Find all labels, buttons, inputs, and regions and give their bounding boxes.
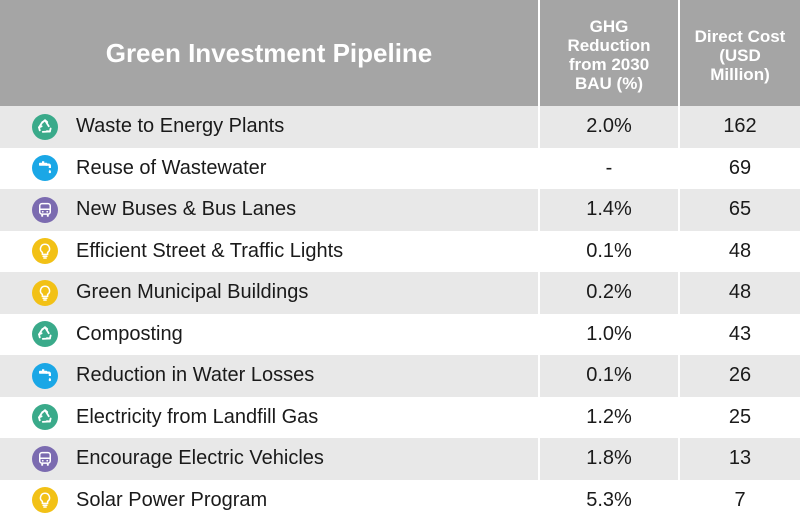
table-row: Efficient Street & Traffic Lights 0.1% 4…	[0, 230, 800, 272]
table-row: Solar Power Program 5.3% 7	[0, 479, 800, 521]
water-tap-icon	[32, 155, 58, 182]
water-tap-icon	[32, 362, 58, 389]
table-row: Green Municipal Buildings 0.2% 48	[0, 272, 800, 314]
table-row: New Buses & Bus Lanes 1.4% 65	[0, 189, 800, 231]
project-name: Encourage Electric Vehicles	[76, 447, 324, 470]
project-name: Waste to Energy Plants	[76, 115, 285, 138]
cost-value: 25	[678, 396, 800, 438]
ghg-value: 2.0%	[538, 106, 678, 148]
project-name: Reduction in Water Losses	[76, 364, 315, 387]
project-name: Green Municipal Buildings	[76, 281, 309, 304]
recycle-icon	[32, 404, 58, 431]
cost-value: 43	[678, 313, 800, 355]
table-row: Encourage Electric Vehicles 1.8% 13	[0, 438, 800, 480]
cost-value: 48	[678, 272, 800, 314]
cost-value: 65	[678, 189, 800, 231]
cost-value: 13	[678, 438, 800, 480]
lightbulb-icon	[32, 238, 58, 265]
table-row: Electricity from Landfill Gas 1.2% 25	[0, 396, 800, 438]
project-name: New Buses & Bus Lanes	[76, 198, 297, 221]
ghg-value: 1.8%	[538, 438, 678, 480]
ghg-value: 1.4%	[538, 189, 678, 231]
table-row: Waste to Energy Plants 2.0% 162	[0, 106, 800, 148]
project-name: Electricity from Landfill Gas	[76, 405, 319, 428]
lightbulb-icon	[32, 487, 58, 514]
cost-value: 69	[678, 147, 800, 189]
table-header: Green Investment Pipeline GHG Reduction …	[0, 0, 800, 106]
cost-value: 162	[678, 106, 800, 148]
ghg-value: -	[538, 147, 678, 189]
ghg-value: 1.0%	[538, 313, 678, 355]
table-body: Waste to Energy Plants 2.0% 162 Reuse of…	[0, 106, 800, 521]
table-row: Reuse of Wastewater - 69	[0, 147, 800, 189]
bus-icon	[32, 445, 58, 472]
recycle-icon	[32, 113, 58, 140]
ghg-value: 1.2%	[538, 396, 678, 438]
bus-icon	[32, 196, 58, 223]
table-row: Reduction in Water Losses 0.1% 26	[0, 355, 800, 397]
cost-value: 48	[678, 230, 800, 272]
project-name: Solar Power Program	[76, 488, 268, 511]
ghg-value: 0.2%	[538, 272, 678, 314]
ghg-value: 0.1%	[538, 230, 678, 272]
lightbulb-icon	[32, 279, 58, 306]
table-title: Green Investment Pipeline	[105, 37, 433, 68]
project-name: Efficient Street & Traffic Lights	[76, 239, 344, 262]
table-row: Composting 1.0% 43	[0, 313, 800, 355]
ghg-column-header: GHG Reduction from 2030 BAU (%)	[538, 0, 678, 106]
project-name: Reuse of Wastewater	[76, 156, 267, 179]
cost-value: 26	[678, 355, 800, 397]
ghg-value: 0.1%	[538, 355, 678, 397]
cost-value: 7	[678, 479, 800, 521]
recycle-icon	[32, 321, 58, 348]
cost-column-header: Direct Cost (USD Million)	[678, 0, 800, 106]
ghg-value: 5.3%	[538, 479, 678, 521]
project-name: Composting	[76, 322, 183, 345]
